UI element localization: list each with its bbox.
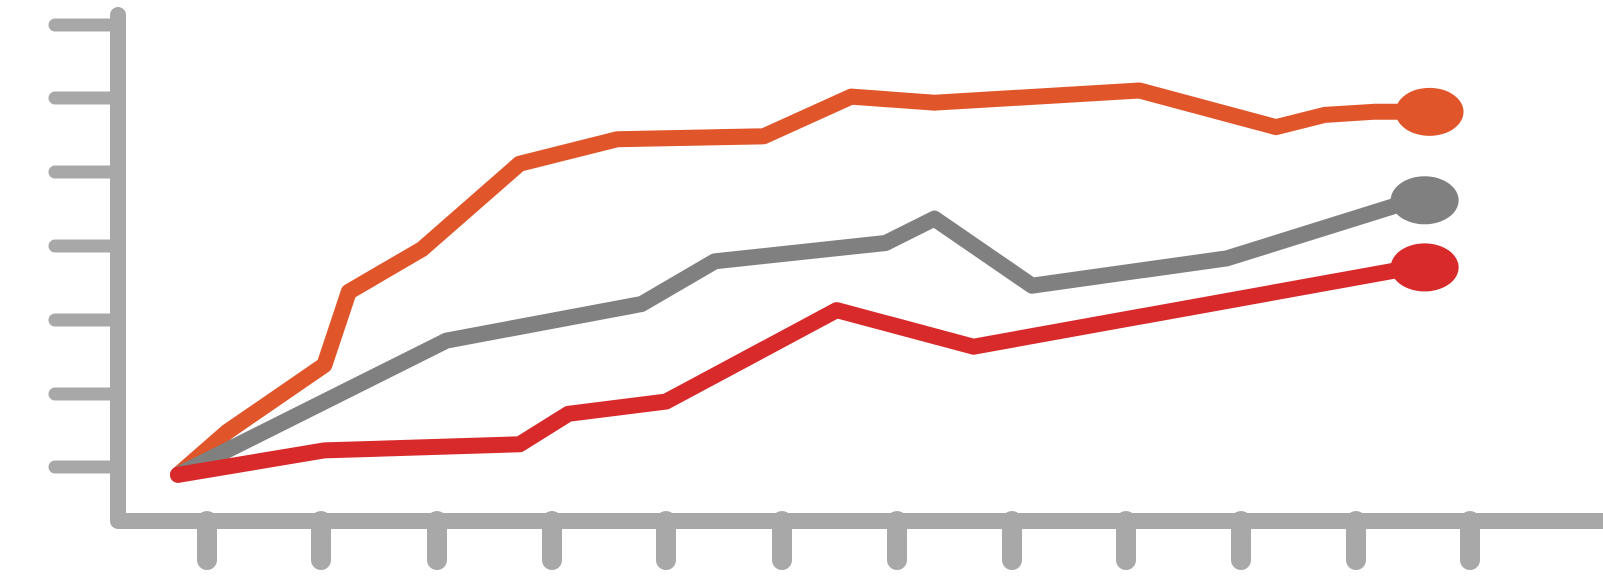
chart-series-lines: [170, 82, 1426, 483]
series-line-1: [170, 82, 1426, 483]
series-end-marker-3: [1390, 243, 1459, 292]
chart-axes: [48, 7, 1603, 570]
series-end-marker-2: [1390, 176, 1459, 225]
series-end-marker-1: [1395, 87, 1464, 136]
series-line-2: [170, 192, 1421, 483]
chart-end-markers: [1390, 87, 1464, 292]
series-line-3: [170, 259, 1421, 483]
